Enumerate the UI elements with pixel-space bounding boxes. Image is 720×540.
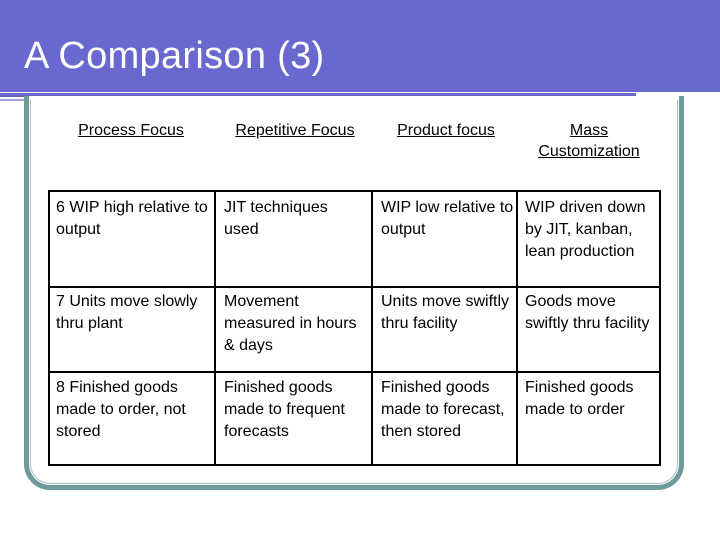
cell-row3-process: 8 Finished goods made to order, not stor… [56,379,186,440]
header-mass-customization: Mass Customization [538,122,640,160]
content-frame [24,96,684,490]
comparison-table [48,190,661,466]
column-divider-2 [371,190,373,466]
content-frame-inner [30,100,678,484]
row-divider-2 [48,371,661,373]
title-underline [0,93,636,97]
table-header-row: Process Focus Repetitive Focus Product f… [0,120,720,190]
cell-row1-mass: WIP driven down by JIT, kanban, lean pro… [525,199,646,260]
cell-row3-mass: Finished goods made to order [525,379,634,418]
header-product-focus: Product focus [397,122,495,139]
cell-row1-product: WIP low relative to output [381,199,514,238]
cell-row2-product: Units move swiftly thru facility [381,293,510,332]
column-divider-1 [214,190,216,466]
title-bar [0,0,720,92]
slide-title: A Comparison (3) [24,35,325,77]
cell-row1-repetitive: JIT techniques used [224,199,328,238]
cell-row2-repetitive: Movement measured in hours & days [224,293,357,354]
header-repetitive-focus: Repetitive Focus [235,122,355,139]
cell-row3-product: Finished goods made to forecast, then st… [381,379,505,440]
column-divider-3 [516,190,518,466]
row-divider-1 [48,286,661,288]
header-process-focus: Process Focus [78,122,184,139]
cell-row3-repetitive: Finished goods made to frequent forecast… [224,379,345,440]
cell-row2-mass: Goods move swiftly thru facility [525,293,650,332]
cell-row1-process: 6 WIP high relative to output [56,199,208,238]
cell-row2-process: 7 Units move slowly thru plant [56,293,198,332]
